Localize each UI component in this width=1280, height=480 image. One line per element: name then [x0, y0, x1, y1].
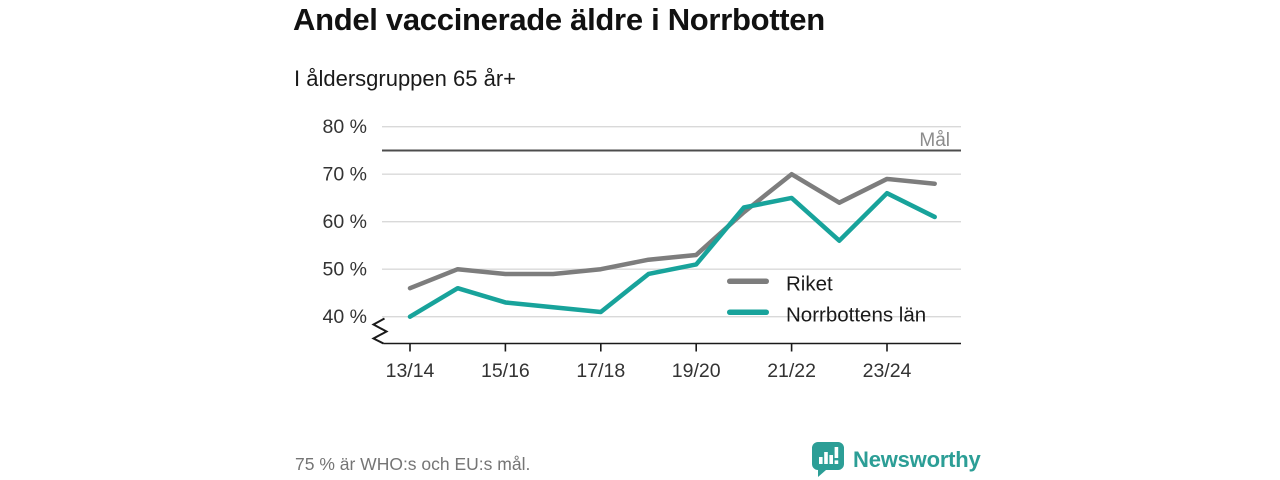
- x-axis-tick-label: 17/18: [576, 360, 625, 382]
- page-title: Andel vaccinerade äldre i Norrbotten: [293, 2, 825, 37]
- legend-label-norrbotten: Norrbottens län: [786, 304, 926, 327]
- x-axis-tick-label: 13/14: [386, 360, 435, 382]
- y-axis-tick-label: 70 %: [323, 164, 367, 186]
- series-line-1: [407, 190, 937, 319]
- y-axis-tick-label: 60 %: [323, 211, 367, 233]
- y-axis-tick-label: 40 %: [323, 306, 367, 328]
- series-line-0: [407, 171, 937, 291]
- y-axis-tick-label: 50 %: [323, 259, 367, 281]
- goal-label: Mål: [919, 130, 950, 151]
- page-subtitle: I åldersgruppen 65 år+: [294, 66, 516, 91]
- bar-chart-bubble-icon: [812, 442, 844, 477]
- axis-labels: 80 % 70 % 60 % 50 % 40 % 13/14 15/16 17/18 19/20…: [323, 116, 912, 382]
- y-axis-tick-label: 80 %: [323, 116, 367, 138]
- legend-label-riket: Riket: [786, 273, 833, 296]
- x-axis-tick-label: 23/24: [863, 360, 912, 382]
- y-axis-break-icon: [371, 317, 389, 345]
- legend-swatch-riket: [727, 278, 769, 284]
- newsworthy-logo: Newsworthy: [812, 442, 981, 478]
- chart-footnote: 75 % är WHO:s och EU:s mål.: [295, 454, 531, 474]
- legend-swatch-norrbotten: [727, 309, 769, 315]
- x-axis-tick-label: 15/16: [481, 360, 530, 382]
- goal-line-group: Mål: [382, 130, 961, 152]
- newsworthy-logo-text: Newsworthy: [853, 447, 981, 472]
- series-lines: [407, 171, 937, 319]
- gridlines: [382, 126, 961, 318]
- legend: Riket Norrbottens län: [727, 273, 926, 327]
- x-axis-tick-label: 19/20: [672, 360, 721, 382]
- x-axis: [371, 317, 961, 352]
- x-axis-tick-label: 21/22: [767, 360, 816, 382]
